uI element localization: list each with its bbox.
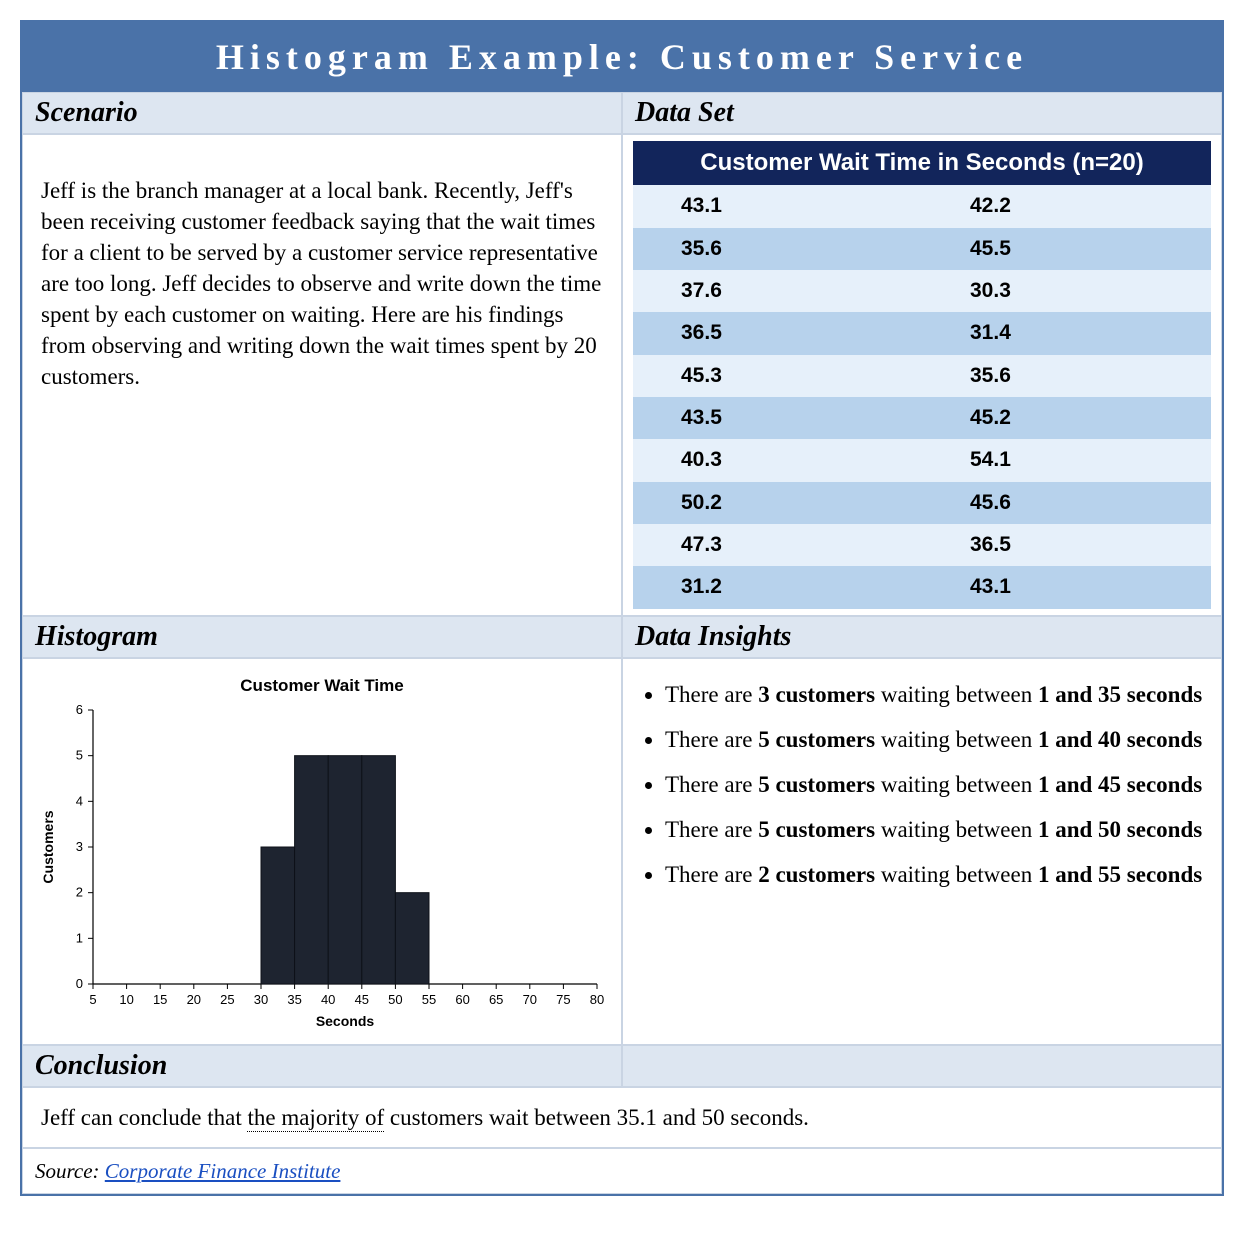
svg-text:20: 20 <box>187 992 201 1007</box>
svg-text:35: 35 <box>287 992 301 1007</box>
source-link[interactable]: Corporate Finance Institute <box>105 1159 341 1183</box>
table-cell: 43.1 <box>633 185 922 227</box>
svg-text:Seconds: Seconds <box>316 1013 375 1029</box>
svg-text:25: 25 <box>220 992 234 1007</box>
table-row: 45.335.6 <box>633 355 1211 397</box>
list-item: There are 5 customers waiting between 1 … <box>665 814 1203 845</box>
table-cell: 31.2 <box>633 566 922 608</box>
section-header-dataset: Data Set <box>622 92 1222 134</box>
table-cell: 35.6 <box>922 355 1211 397</box>
svg-text:1: 1 <box>76 930 83 945</box>
table-cell: 50.2 <box>633 482 922 524</box>
table-row: 47.336.5 <box>633 524 1211 566</box>
table-cell: 45.6 <box>922 482 1211 524</box>
svg-text:6: 6 <box>76 704 83 717</box>
conclusion-pre: Jeff can conclude that <box>41 1105 247 1130</box>
table-row: 36.531.4 <box>633 312 1211 354</box>
section-header-conclusion: Conclusion <box>22 1045 622 1087</box>
dataset-table: 43.142.235.645.537.630.336.531.445.335.6… <box>633 185 1211 608</box>
table-cell: 31.4 <box>922 312 1211 354</box>
svg-text:80: 80 <box>590 992 604 1007</box>
conclusion-dotted: the majority of <box>247 1105 384 1132</box>
table-cell: 43.1 <box>922 566 1211 608</box>
chart-title: Customer Wait Time <box>37 675 607 698</box>
source-label: Source: <box>35 1159 105 1183</box>
svg-text:5: 5 <box>89 992 96 1007</box>
svg-text:3: 3 <box>76 839 83 854</box>
insights-panel: There are 3 customers waiting between 1 … <box>622 658 1222 1045</box>
scenario-text: Jeff is the branch manager at a local ba… <box>22 134 622 616</box>
table-row: 43.142.2 <box>633 185 1211 227</box>
table-row: 50.245.6 <box>633 482 1211 524</box>
svg-text:45: 45 <box>355 992 369 1007</box>
table-cell: 40.3 <box>633 439 922 481</box>
svg-text:10: 10 <box>119 992 133 1007</box>
svg-text:Customers: Customers <box>40 810 56 883</box>
svg-text:0: 0 <box>76 976 83 991</box>
list-item: There are 2 customers waiting between 1 … <box>665 859 1203 890</box>
svg-text:60: 60 <box>455 992 469 1007</box>
table-row: 43.545.2 <box>633 397 1211 439</box>
svg-text:75: 75 <box>556 992 570 1007</box>
table-cell: 45.2 <box>922 397 1211 439</box>
source-row: Source: Corporate Finance Institute <box>22 1148 1222 1194</box>
svg-text:5: 5 <box>76 747 83 762</box>
table-cell: 30.3 <box>922 270 1211 312</box>
section-header-blank <box>622 1045 1222 1087</box>
table-cell: 45.3 <box>633 355 922 397</box>
table-row: 35.645.5 <box>633 228 1211 270</box>
histogram-panel: Customer Wait Time 012345651015202530354… <box>22 658 622 1045</box>
table-row: 40.354.1 <box>633 439 1211 481</box>
svg-text:40: 40 <box>321 992 335 1007</box>
table-cell: 36.5 <box>922 524 1211 566</box>
dataset-panel: Customer Wait Time in Seconds (n=20) 43.… <box>622 134 1222 616</box>
svg-text:55: 55 <box>422 992 436 1007</box>
svg-text:70: 70 <box>523 992 537 1007</box>
svg-text:15: 15 <box>153 992 167 1007</box>
section-header-insights: Data Insights <box>622 616 1222 658</box>
table-cell: 54.1 <box>922 439 1211 481</box>
conclusion-post: customers wait between 35.1 and 50 secon… <box>384 1105 809 1130</box>
svg-text:65: 65 <box>489 992 503 1007</box>
table-cell: 47.3 <box>633 524 922 566</box>
svg-text:30: 30 <box>254 992 268 1007</box>
svg-text:4: 4 <box>76 793 83 808</box>
table-row: 31.243.1 <box>633 566 1211 608</box>
table-cell: 42.2 <box>922 185 1211 227</box>
table-cell: 35.6 <box>633 228 922 270</box>
insights-list: There are 3 customers waiting between 1 … <box>665 679 1203 890</box>
svg-text:50: 50 <box>388 992 402 1007</box>
table-cell: 43.5 <box>633 397 922 439</box>
histogram-chart: 01234565101520253035404550556065707580Se… <box>37 704 607 1034</box>
list-item: There are 3 customers waiting between 1 … <box>665 679 1203 710</box>
page-title: Histogram Example: Customer Service <box>22 22 1222 92</box>
conclusion-text: Jeff can conclude that the majority of c… <box>22 1087 1222 1148</box>
document-container: Histogram Example: Customer Service Scen… <box>20 20 1224 1196</box>
section-header-scenario: Scenario <box>22 92 622 134</box>
table-cell: 45.5 <box>922 228 1211 270</box>
list-item: There are 5 customers waiting between 1 … <box>665 724 1203 755</box>
svg-text:2: 2 <box>76 884 83 899</box>
content-grid: Scenario Data Set Jeff is the branch man… <box>22 92 1222 1194</box>
section-header-histogram: Histogram <box>22 616 622 658</box>
dataset-title: Customer Wait Time in Seconds (n=20) <box>633 141 1211 185</box>
table-row: 37.630.3 <box>633 270 1211 312</box>
list-item: There are 5 customers waiting between 1 … <box>665 769 1203 800</box>
table-cell: 36.5 <box>633 312 922 354</box>
table-cell: 37.6 <box>633 270 922 312</box>
